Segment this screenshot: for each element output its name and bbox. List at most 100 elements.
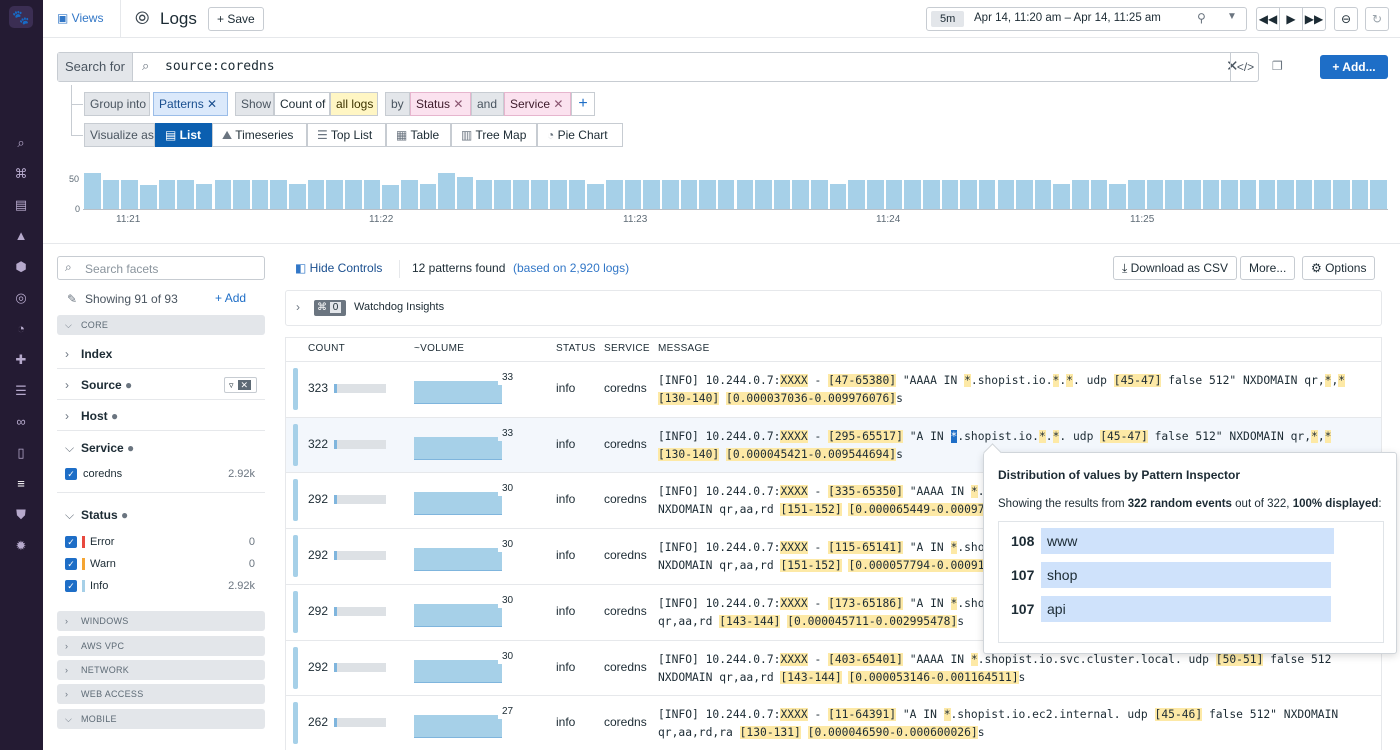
service-pill[interactable]: Service ✕	[504, 92, 571, 116]
table-row[interactable]: 323 33 info coredns [INFO] 10.244.0.7:XXXX -…	[286, 361, 1381, 417]
hide-controls-button[interactable]: ◧ Hide Controls	[295, 261, 383, 275]
histogram-bar[interactable]	[773, 180, 791, 209]
facet-value-coredns[interactable]: ✓ coredns 2.92k	[57, 464, 265, 484]
pattern-wildcard[interactable]: [151-152]	[780, 503, 842, 517]
pattern-wildcard[interactable]: [130-140]	[658, 392, 720, 405]
pattern-wildcard[interactable]: *	[943, 708, 951, 722]
options-button[interactable]: ⚙ Options	[1302, 256, 1376, 280]
checkbox-checked-icon[interactable]: ✓	[65, 536, 77, 548]
histogram-bar[interactable]	[829, 184, 847, 209]
network-icon[interactable]: ∞	[16, 414, 26, 429]
remove-icon[interactable]: ✕	[207, 97, 218, 111]
pattern-wildcard[interactable]: *	[1324, 374, 1332, 387]
checkbox-checked-icon[interactable]: ✓	[65, 558, 77, 570]
pattern-wildcard[interactable]: [335-65350]	[828, 485, 903, 499]
pattern-wildcard[interactable]: [115-65141]	[828, 541, 903, 555]
time-play-button[interactable]: ▶	[1279, 7, 1303, 31]
vis-piechart[interactable]: ◔ Pie Chart	[537, 123, 623, 147]
zoom-out-button[interactable]: ⊖	[1334, 7, 1358, 31]
checkbox-checked-icon[interactable]: ✓	[65, 580, 77, 592]
pattern-wildcard[interactable]: XXXX	[780, 708, 808, 722]
histogram-bar[interactable]	[494, 180, 511, 209]
facet-value-error[interactable]: ✓ Error 0	[57, 532, 265, 552]
facet-search[interactable]: ⌕ Search facets	[57, 256, 265, 280]
histogram-bar[interactable]	[624, 180, 642, 209]
pattern-wildcard[interactable]: [45-46]	[1154, 708, 1203, 722]
pattern-wildcard[interactable]: *	[1038, 429, 1046, 443]
infrastructure-icon[interactable]: ⬢	[15, 259, 27, 274]
pattern-wildcard[interactable]: [130-131]	[739, 726, 801, 740]
histogram-bar[interactable]	[1183, 180, 1201, 209]
histogram-bar[interactable]	[1333, 180, 1350, 209]
pattern-wildcard[interactable]: [143-144]	[780, 670, 842, 684]
pattern-wildcard[interactable]: *	[964, 374, 971, 387]
histogram-bar[interactable]	[1258, 180, 1276, 209]
facet-service[interactable]: ⌵ Service ●	[57, 433, 265, 463]
facet-section-mobile[interactable]: ⌵ MOBILE	[57, 709, 265, 729]
histogram-bar[interactable]	[550, 180, 567, 209]
histogram-bar[interactable]	[736, 180, 754, 209]
integrations-icon[interactable]: ✚	[15, 352, 27, 367]
histogram-bar[interactable]	[680, 180, 698, 209]
search-input[interactable]: source:coredns	[165, 59, 275, 74]
facet-search-input[interactable]: Search facets	[85, 262, 159, 276]
histogram-bar[interactable]	[904, 180, 921, 209]
facet-value-warn[interactable]: ✓ Warn 0	[57, 554, 265, 574]
histogram-bar[interactable]	[867, 180, 884, 209]
pattern-wildcard[interactable]: XXXX	[780, 541, 808, 555]
distribution-item[interactable]: 107 shop	[1011, 562, 1331, 588]
histogram-bar[interactable]	[1351, 180, 1369, 209]
histogram-bar[interactable]	[84, 173, 101, 209]
remove-icon[interactable]: ✕	[553, 97, 564, 111]
histogram-bar[interactable]	[1016, 180, 1033, 209]
header-service[interactable]: SERVICE	[604, 343, 650, 354]
histogram-bar[interactable]	[755, 180, 772, 209]
histogram-bar[interactable]	[1128, 180, 1145, 209]
pattern-wildcard[interactable]: [0.000037036-0.009976076]	[726, 392, 897, 405]
histogram-bar[interactable]	[177, 180, 194, 209]
refresh-button[interactable]: ↻	[1365, 7, 1389, 31]
histogram-bar[interactable]	[307, 180, 325, 209]
add-facet-button[interactable]: + Add	[215, 291, 247, 305]
logs-icon[interactable]: ≡	[17, 476, 25, 491]
pattern-wildcard[interactable]: [130-140]	[658, 447, 720, 461]
pattern-wildcard[interactable]: *	[970, 652, 978, 666]
histogram-bar[interactable]	[848, 180, 865, 209]
facet-section-windows[interactable]: › WINDOWS	[57, 611, 265, 631]
pattern-wildcard[interactable]: [295-65517]	[828, 429, 903, 443]
pattern-wildcard[interactable]: [45-47]	[1100, 429, 1148, 443]
pin-icon[interactable]: ⚲	[1197, 11, 1206, 25]
pattern-wildcard[interactable]: [0.000053146-0.001164511]	[848, 670, 1019, 684]
copy-icon[interactable]: ❐	[1272, 59, 1283, 73]
pattern-wildcard[interactable]: *	[950, 429, 958, 443]
count-of-label[interactable]: Count of	[274, 92, 330, 116]
pattern-wildcard[interactable]: XXXX	[780, 429, 808, 443]
facet-section-aws-vpc[interactable]: › AWS VPC	[57, 636, 265, 656]
histogram-bar[interactable]	[438, 173, 455, 209]
pattern-wildcard[interactable]: [143-144]	[719, 614, 781, 628]
download-csv-button[interactable]: ⤓ Download as CSV	[1113, 256, 1238, 280]
datadog-logo-icon[interactable]: 🐾	[9, 6, 33, 28]
histogram-bar[interactable]	[102, 180, 120, 209]
facet-section-core[interactable]: ⌵ CORE	[57, 315, 265, 335]
histogram-bar[interactable]	[289, 184, 306, 209]
facet-host[interactable]: › Host ●	[57, 401, 265, 431]
histogram-bar[interactable]	[1239, 180, 1257, 209]
histogram-bar[interactable]	[885, 180, 903, 209]
vis-toplist[interactable]: ☰ Top List	[307, 123, 386, 147]
histogram-bar[interactable]	[475, 180, 493, 209]
histogram-bar[interactable]	[643, 180, 660, 209]
histogram-bar[interactable]	[941, 180, 959, 209]
facet-value-info[interactable]: ✓ Info 2.92k	[57, 576, 265, 596]
pattern-wildcard[interactable]: XXXX	[780, 485, 808, 499]
pattern-wildcard[interactable]: *	[1338, 374, 1346, 387]
header-message[interactable]: MESSAGE	[658, 343, 710, 354]
histogram-bar[interactable]	[456, 177, 474, 209]
pattern-wildcard[interactable]: [173-65186]	[828, 596, 903, 610]
pattern-wildcard[interactable]: [11-64391]	[828, 708, 897, 722]
message-cell[interactable]: [INFO] 10.244.0.7:XXXX - [295-65517] "A …	[658, 428, 1378, 464]
views-button[interactable]: ▣ Views	[49, 7, 112, 31]
pattern-wildcard[interactable]: [0.000045711-0.002995478]	[787, 614, 958, 628]
vis-timeseries[interactable]: ⛰ Timeseries	[212, 123, 307, 147]
time-picker[interactable]: 5m Apr 14, 11:20 am – Apr 14, 11:25 am ⚲…	[926, 7, 1247, 31]
